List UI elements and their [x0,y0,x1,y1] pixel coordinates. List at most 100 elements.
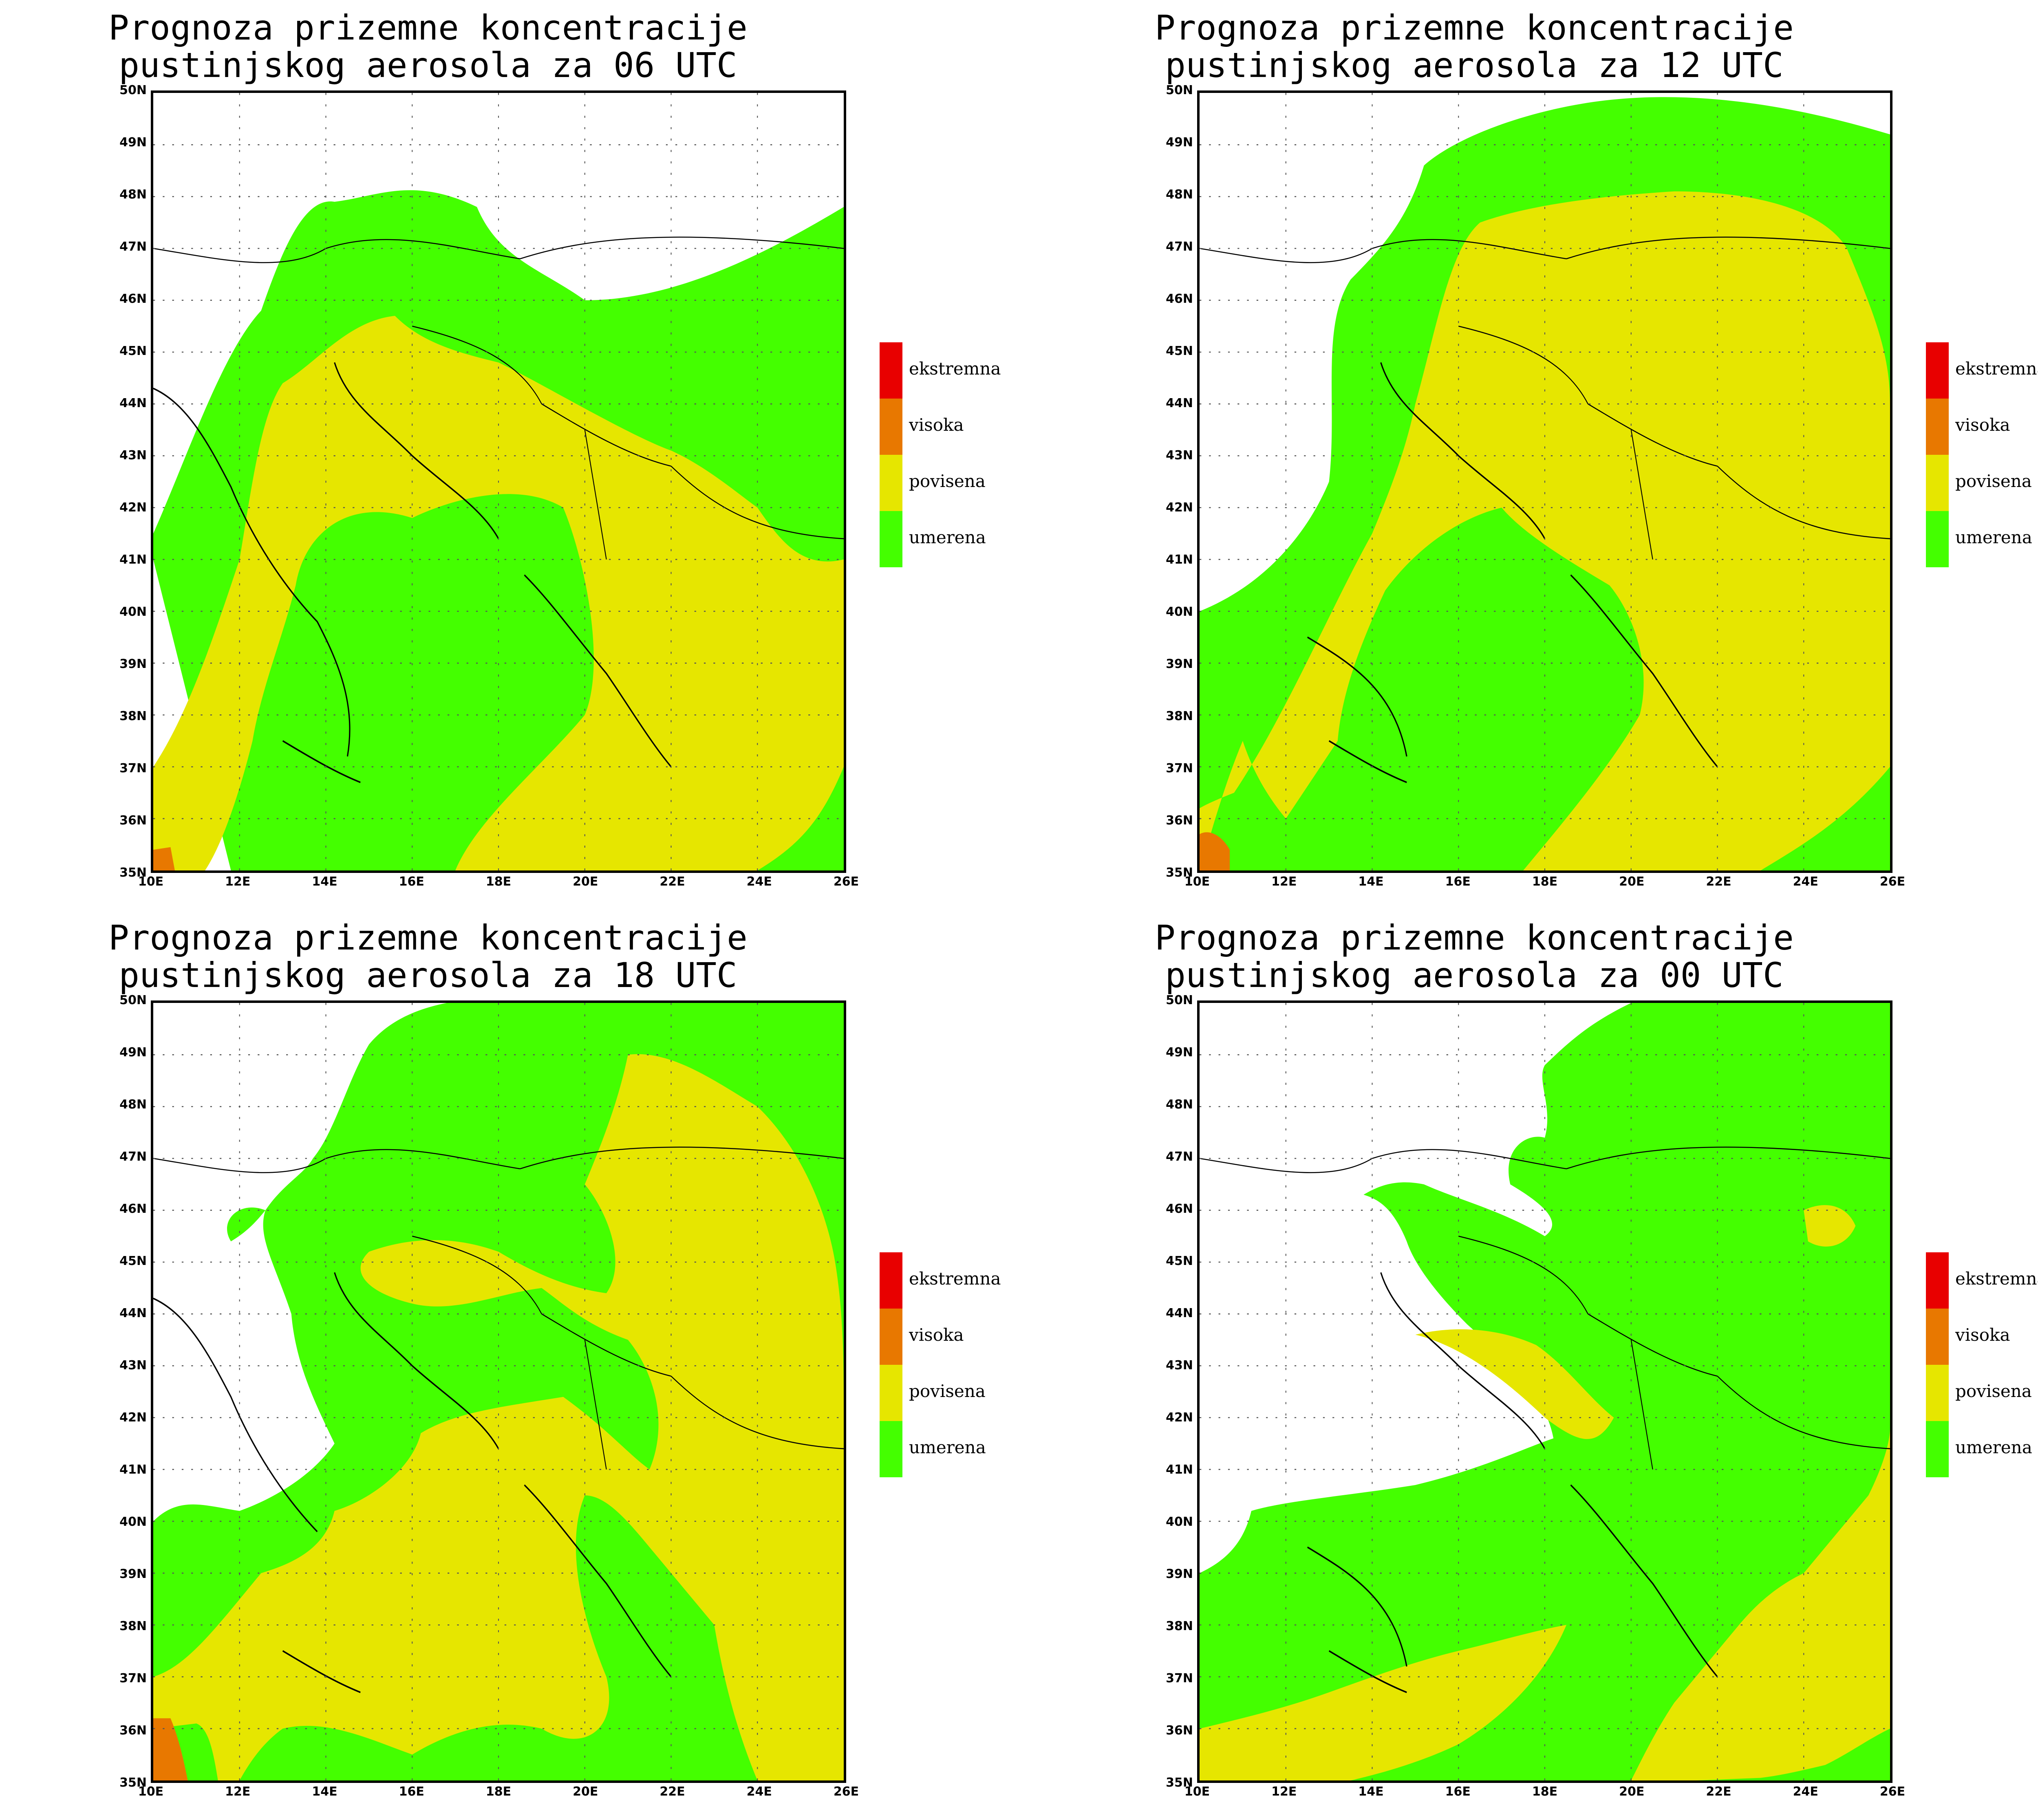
lat-tick-label: 44N [119,396,147,410]
lon-tick-label: 20E [1619,875,1645,889]
legend-label: povisena [1955,1381,2032,1401]
legend-item-povisena: povisena [1926,1365,2038,1421]
lon-tick-label: 18E [485,1785,512,1799]
lat-tick-label: 43N [119,1358,147,1373]
lat-tick-label: 48N [1166,1097,1193,1112]
lat-tick-label: 38N [119,709,147,723]
lat-tick-label: 50N [119,83,147,97]
lat-tick-label: 41N [119,1463,147,1477]
legend-swatch [880,1365,902,1421]
map-svg [1200,1003,1890,1780]
legend-label: umerena [1955,527,2032,547]
forecast-panel-06utc: Prognoza prizemne koncentracije pustinjs… [0,0,1046,910]
lon-tick-label: 24E [1793,1785,1818,1799]
lat-tick-label: 45N [1166,1254,1193,1268]
visoka-region [153,1718,188,1780]
legend-swatch [880,455,902,511]
legend-item-ekstremna: ekstremna [880,342,1034,399]
lat-tick-label: 46N [119,1202,147,1216]
lon-tick-label: 12E [225,1785,251,1799]
lat-tick-label: 38N [119,1619,147,1633]
lon-tick-label: 20E [1619,1785,1645,1799]
lon-tick-label: 20E [573,1785,598,1799]
legend-swatch [1926,1309,1949,1365]
lat-tick-label: 48N [119,187,147,202]
legend-item-povisena: povisena [880,455,1034,511]
lat-tick-label: 48N [1166,187,1193,202]
legend-swatch [880,1421,902,1477]
povisena-region [1200,191,1890,870]
lon-tick-label: 10E [1184,875,1210,889]
legend-item-ekstremna: ekstremna [880,1252,1034,1309]
legend-label: umerena [1955,1437,2032,1457]
visoka-region [153,847,175,870]
legend-label: visoka [1955,415,2010,435]
panel-title-line1: Prognoza prizemne koncentracije [108,8,748,48]
lon-tick-label: 22E [1706,1785,1731,1799]
lon-tick-label: 18E [1532,875,1558,889]
lat-tick-label: 49N [1166,1045,1193,1060]
legend-item-povisena: povisena [880,1365,1034,1421]
aerosol-map [1197,1000,1892,1783]
lat-tick-label: 44N [1166,1306,1193,1320]
lat-tick-label: 43N [1166,448,1193,463]
legend-item-povisena: povisena [1926,455,2038,511]
lat-tick-label: 44N [1166,396,1193,410]
lat-tick-label: 47N [1166,1150,1193,1164]
lat-tick-label: 37N [1166,761,1193,776]
lat-tick-label: 44N [119,1306,147,1320]
lat-tick-label: 42N [1166,1410,1193,1425]
lon-tick-label: 18E [1532,1785,1558,1799]
lon-tick-label: 18E [485,875,512,889]
lat-tick-label: 45N [119,344,147,358]
legend-item-umerena: umerena [1926,511,2038,567]
concentration-legend: ekstremna visoka povisena umerena [1926,342,2038,571]
lat-tick-label: 36N [119,813,147,828]
lat-tick-label: 40N [1166,1515,1193,1529]
lon-tick-label: 14E [1358,875,1384,889]
legend-swatch [1926,511,1949,567]
lon-tick-label: 26E [833,1785,859,1799]
lon-tick-label: 26E [1879,1785,1906,1799]
legend-item-visoka: visoka [1926,1309,2038,1365]
lat-tick-label: 45N [119,1254,147,1268]
lat-tick-label: 35N [119,866,147,880]
legend-swatch [880,399,902,455]
legend-label: ekstremna [1955,1269,2038,1289]
lon-tick-label: 16E [399,875,424,889]
lon-tick-label: 26E [1879,875,1906,889]
lon-tick-label: 14E [312,1785,337,1799]
lat-tick-label: 42N [119,1410,147,1425]
lat-tick-label: 39N [119,657,147,671]
border-lines [1200,1146,1890,1470]
legend-label: ekstremna [909,1269,1001,1289]
lon-tick-label: 16E [1445,875,1471,889]
legend-label: ekstremna [909,359,1001,379]
panel-title-line1: Prognoza prizemne koncentracije [1155,918,1794,958]
lat-tick-label: 38N [1166,709,1193,723]
lon-tick-label: 22E [659,875,685,889]
povisena-region [1200,1205,1890,1780]
lat-tick-label: 45N [1166,344,1193,358]
lon-tick-label: 14E [1358,1785,1384,1799]
legend-item-umerena: umerena [880,511,1034,567]
legend-label: povisena [909,1381,986,1401]
legend-swatch [1926,1252,1949,1309]
visoka-region [1200,832,1230,870]
lon-tick-label: 20E [573,875,598,889]
lat-tick-label: 39N [1166,657,1193,671]
lon-tick-label: 10E [138,1785,164,1799]
lat-tick-label: 41N [119,553,147,567]
lon-tick-label: 10E [138,875,164,889]
legend-item-umerena: umerena [880,1421,1034,1477]
lat-tick-label: 46N [1166,292,1193,306]
lat-tick-label: 38N [1166,1619,1193,1633]
legend-item-ekstremna: ekstremna [1926,342,2038,399]
lon-tick-label: 24E [746,1785,772,1799]
lon-tick-label: 22E [1706,875,1731,889]
lon-tick-label: 22E [659,1785,685,1799]
legend-label: ekstremna [1955,359,2038,379]
legend-swatch [880,1309,902,1365]
lat-tick-label: 49N [119,135,147,150]
legend-label: visoka [909,1325,964,1345]
